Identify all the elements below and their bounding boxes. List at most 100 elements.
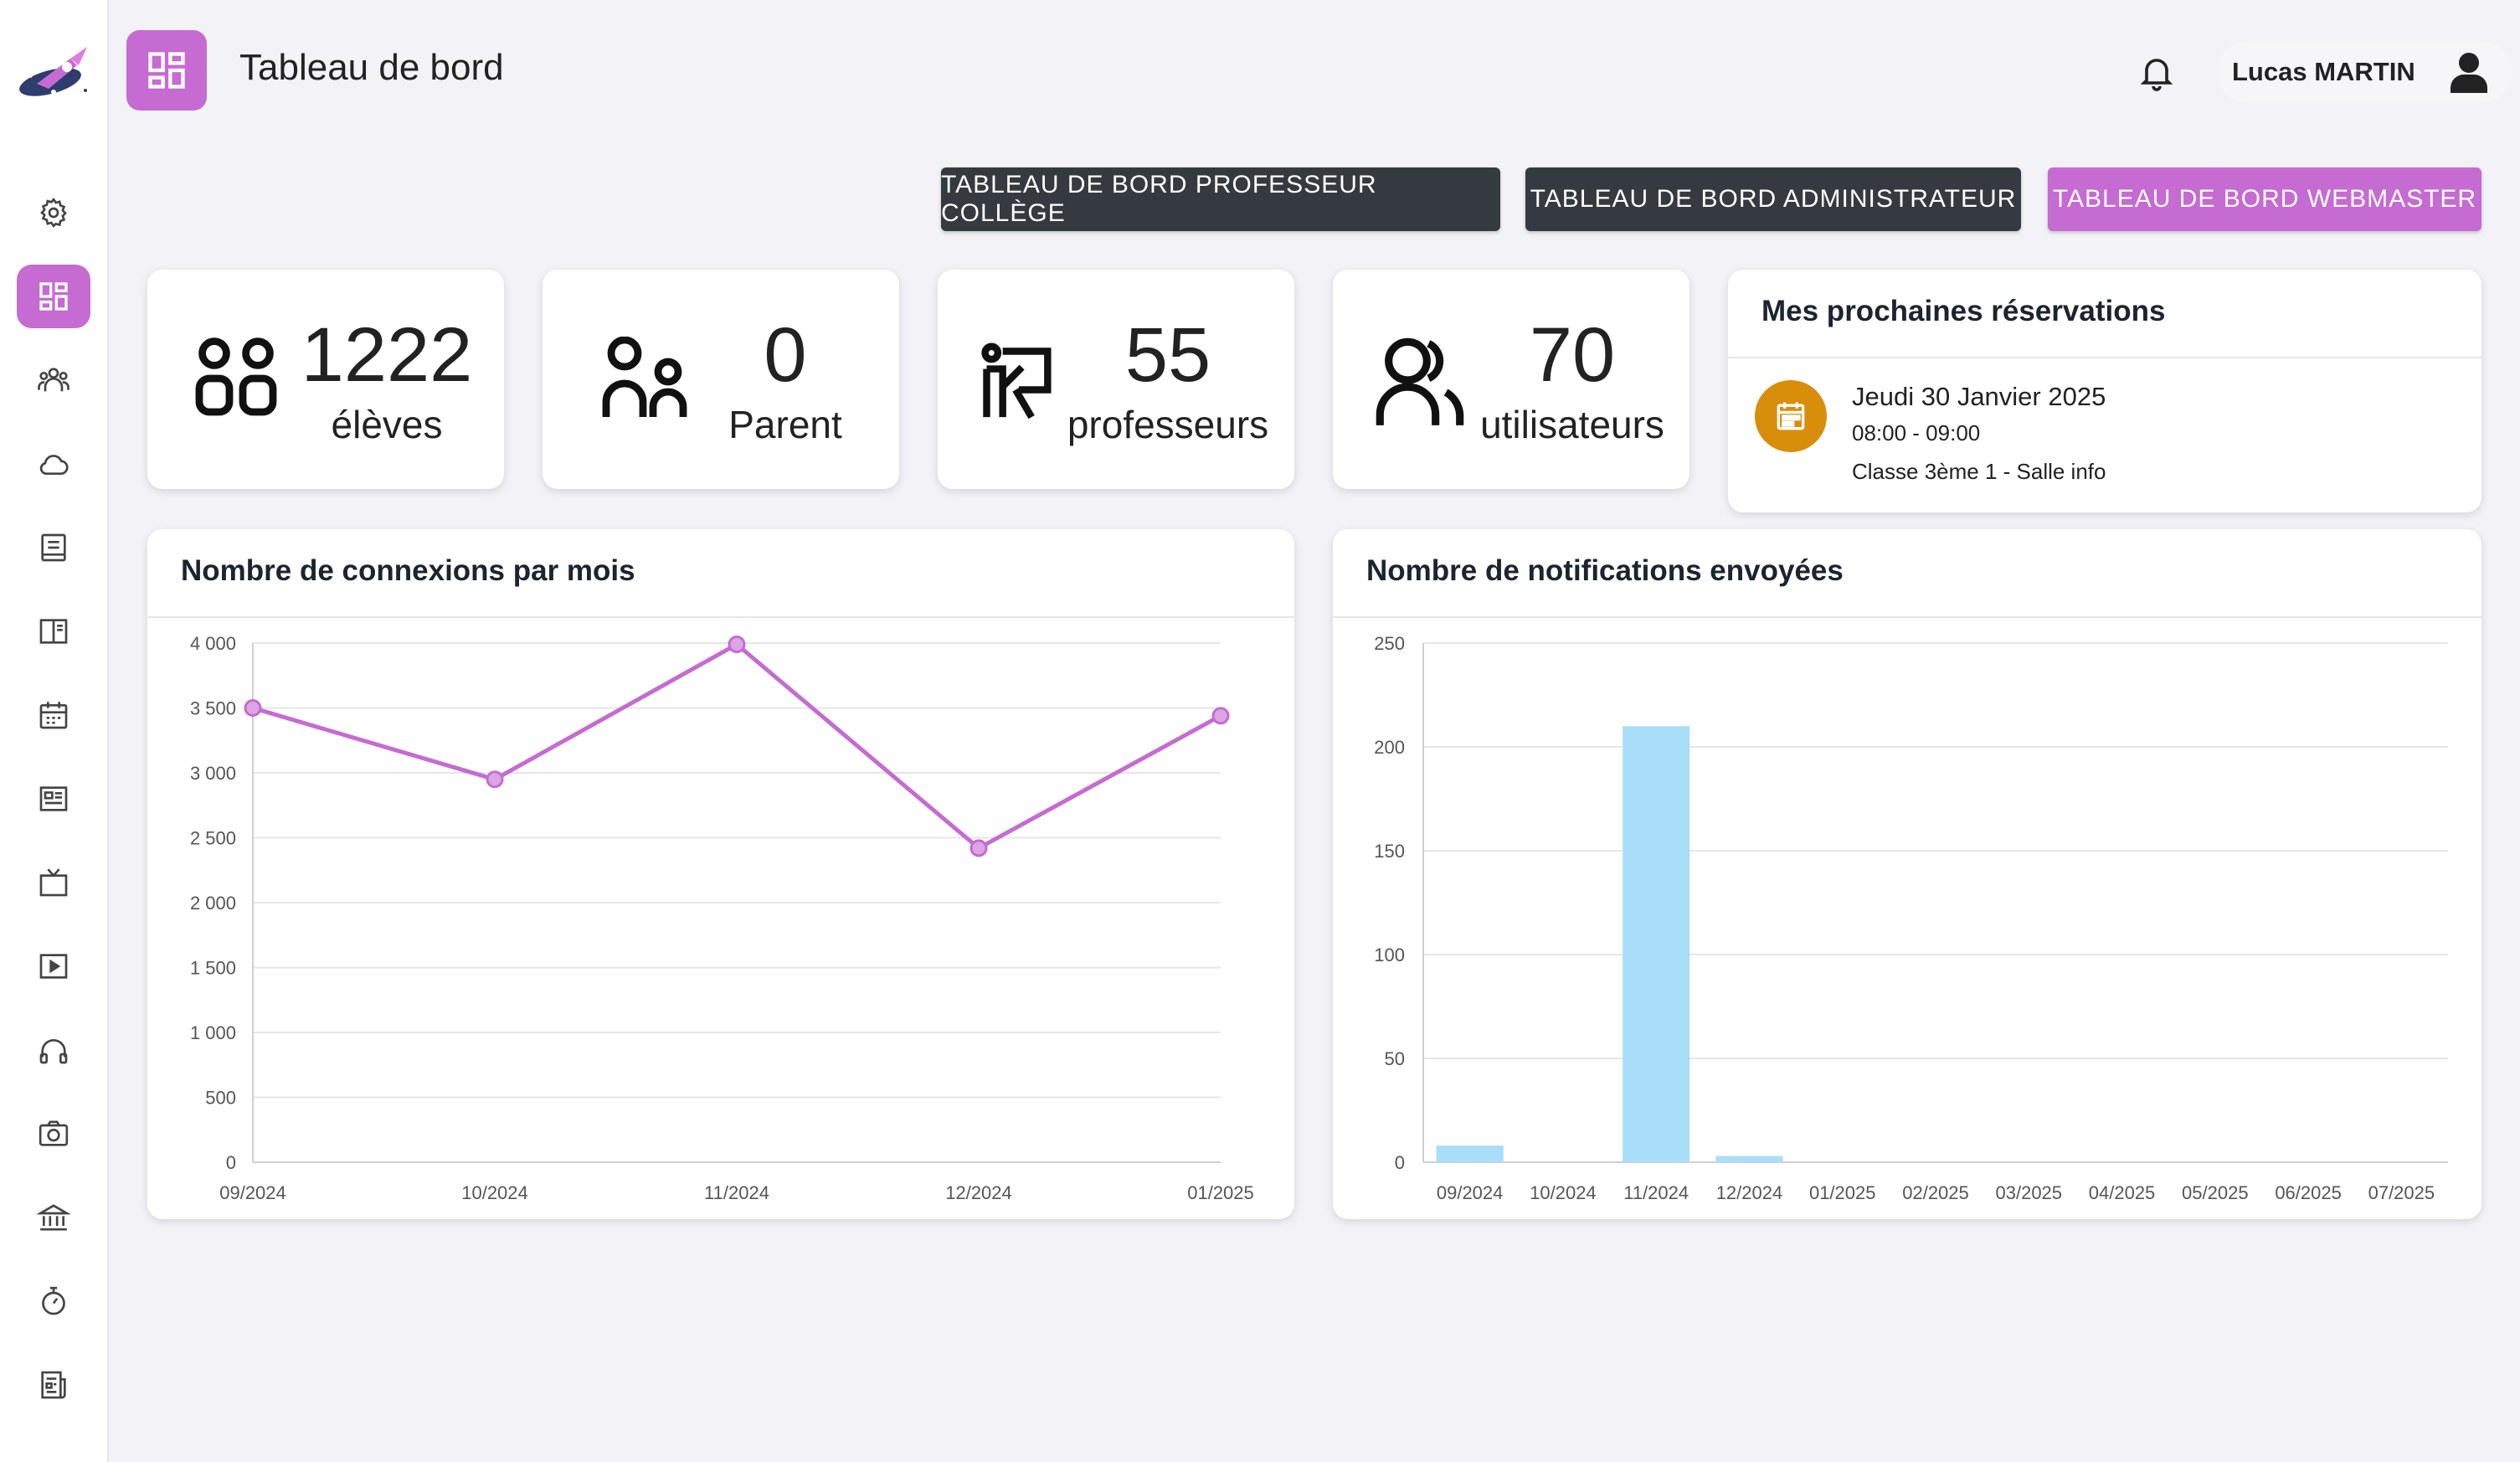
document-icon <box>41 533 66 562</box>
divider <box>1728 357 2481 358</box>
sidebar-item-audio[interactable] <box>17 1018 90 1082</box>
x-tick-label: 12/2024 <box>1716 1182 1783 1203</box>
y-tick-label: 50 <box>1385 1048 1405 1069</box>
bank-icon <box>37 1204 70 1231</box>
sidebar-item-cloud[interactable] <box>17 432 90 496</box>
y-tick-label: 150 <box>1374 841 1405 862</box>
y-tick-label: 4 000 <box>190 633 236 654</box>
users-icon <box>38 368 69 392</box>
sidebar-item-settings[interactable] <box>17 181 90 245</box>
sidebar-item-document[interactable] <box>17 516 90 579</box>
sidebar-item-camera[interactable] <box>17 1102 90 1166</box>
sidebar-item-newspaper[interactable] <box>17 767 90 831</box>
sidebar-item-book[interactable] <box>17 600 90 663</box>
stat-label: élèves <box>331 403 443 446</box>
stat-card-parents: 0 Parent <box>543 270 899 489</box>
x-tick-label: 04/2025 <box>2089 1182 2156 1203</box>
y-tick-label: 200 <box>1374 737 1405 758</box>
sidebar-item-users[interactable] <box>17 348 90 412</box>
sidebar <box>0 0 109 1462</box>
calendar-icon <box>1777 402 1805 430</box>
rocket-logo-icon[interactable] <box>12 40 95 107</box>
reservation-time: 08:00 - 09:00 <box>1852 420 1981 445</box>
x-tick-label: 10/2024 <box>461 1182 528 1203</box>
x-tick-label: 01/2025 <box>1187 1182 1254 1203</box>
play-icon <box>39 954 68 979</box>
sidebar-item-news[interactable] <box>17 1353 90 1417</box>
divider <box>1333 616 2481 618</box>
chart-title: Nombre de notifications envoyées <box>1366 554 1844 587</box>
notifications-bar-chart: 0 50 100 150 200 250 09/2024 10/2024 11/2024 12/2… <box>1374 633 2448 1203</box>
sidebar-item-tv[interactable] <box>17 851 90 914</box>
cloud-icon <box>39 455 69 475</box>
dashboard-admin-button[interactable]: TABLEAU DE BORD ADMINISTRATEUR <box>1525 167 2021 231</box>
dashboard-webmaster-button[interactable]: TABLEAU DE BORD WEBMASTER <box>2048 167 2481 231</box>
data-point <box>1211 707 1230 725</box>
stat-card-utilisateurs: 70 utilisateurs <box>1333 270 1689 489</box>
series-line <box>252 641 1222 851</box>
page-icon-badge <box>126 30 207 111</box>
dashboard-icon <box>148 52 185 89</box>
sidebar-item-video[interactable] <box>17 934 90 998</box>
x-tick-label: 11/2024 <box>704 1182 769 1203</box>
connexions-line-chart: 0 500 1 000 1 500 2 000 2 500 3 000 3 500 4 000 0… <box>190 633 1254 1203</box>
y-tick-label: 250 <box>1374 633 1405 654</box>
user-name: Lucas MARTIN <box>2232 57 2415 86</box>
x-tick-label: 07/2025 <box>2368 1182 2435 1203</box>
data-point <box>969 839 988 857</box>
user-menu[interactable]: Lucas MARTIN <box>2217 42 2512 102</box>
calendar-icon <box>39 702 68 729</box>
x-tick-label: 05/2025 <box>2182 1182 2249 1203</box>
dashboard-icon <box>39 282 68 311</box>
x-tick-label: 06/2025 <box>2275 1182 2342 1203</box>
data-point <box>244 699 262 717</box>
y-tick-label: 3 500 <box>190 698 236 719</box>
y-tick-label: 1 000 <box>190 1022 236 1043</box>
x-tick-label: 02/2025 <box>1902 1182 1969 1203</box>
reservations-title: Mes prochaines réservations <box>1761 295 2166 327</box>
stat-label: Parent <box>728 403 842 446</box>
page-title: Tableau de bord <box>239 47 504 88</box>
user-icon <box>2450 53 2487 93</box>
newspaper-icon <box>39 786 68 811</box>
x-tick-label: 09/2024 <box>1437 1182 1504 1203</box>
reservation-room: Classe 3ème 1 - Salle info <box>1852 459 2106 484</box>
y-tick-label: 2 500 <box>190 828 236 849</box>
book-icon <box>39 619 68 644</box>
timer-icon <box>42 1286 65 1315</box>
x-tick-label: 01/2025 <box>1809 1182 1876 1203</box>
sidebar-item-calendar[interactable] <box>17 683 90 747</box>
x-tick-label: 12/2024 <box>945 1182 1012 1203</box>
chart-title: Nombre de connexions par mois <box>181 554 635 587</box>
teacher-icon <box>981 342 1052 419</box>
stat-label: utilisateurs <box>1480 403 1664 446</box>
divider <box>147 616 1294 618</box>
stat-label: professeurs <box>1067 403 1269 446</box>
connexions-chart-card: Nombre de connexions par mois 0 500 1 000 1… <box>147 529 1294 1219</box>
stat-card-eleves: 1222 élèves <box>147 270 504 489</box>
reservations-card: Mes prochaines réservations Jeudi 30 Jan… <box>1728 270 2481 512</box>
data-point <box>486 770 504 789</box>
data-point <box>728 636 746 654</box>
parents-icon <box>602 337 687 417</box>
stat-value: 0 <box>764 312 807 398</box>
students-icon <box>195 337 277 416</box>
sidebar-item-timer[interactable] <box>17 1269 90 1333</box>
dashboard-prof-button[interactable]: TABLEAU DE BORD PROFESSEUR COLLÈGE <box>941 167 1500 231</box>
reservation-date: Jeudi 30 Janvier 2025 <box>1852 382 2106 411</box>
tv-icon <box>39 868 68 897</box>
stat-value: 70 <box>1529 312 1616 398</box>
x-tick-label: 10/2024 <box>1530 1182 1597 1203</box>
bell-icon[interactable] <box>2137 52 2177 92</box>
notifications-chart-card: Nombre de notifications envoyées 0 50 100 1… <box>1333 529 2481 1219</box>
stat-value: 55 <box>1124 312 1211 398</box>
sidebar-item-dashboard[interactable] <box>17 265 90 328</box>
y-tick-label: 0 <box>1395 1152 1405 1173</box>
bar <box>1715 1156 1783 1162</box>
camera-icon <box>39 1120 69 1146</box>
stat-card-professeurs: 55 professeurs <box>938 270 1294 489</box>
gear-icon <box>40 197 67 228</box>
sidebar-item-bank[interactable] <box>17 1186 90 1249</box>
y-tick-label: 0 <box>226 1152 236 1173</box>
x-tick-label: 03/2025 <box>1996 1182 2063 1203</box>
